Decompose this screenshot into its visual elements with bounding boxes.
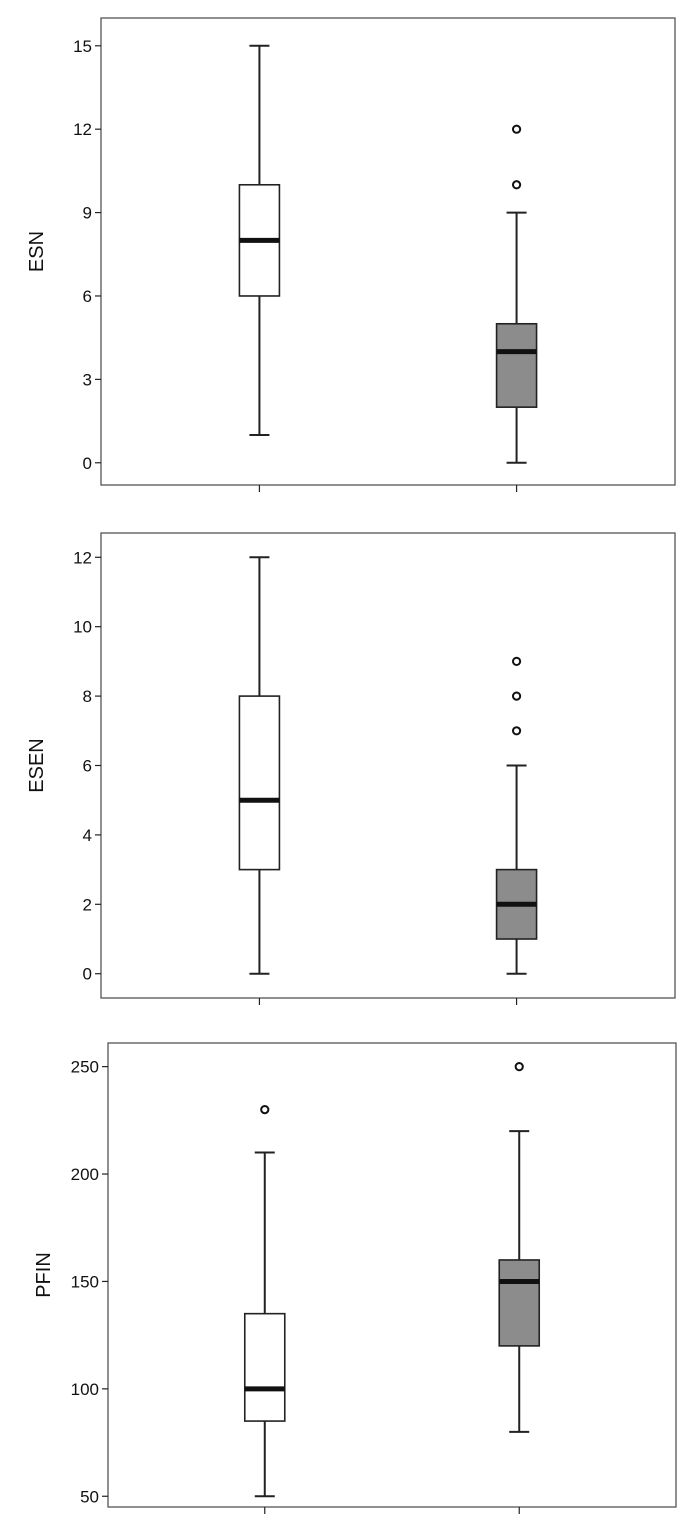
y-tick-label: 4: [83, 826, 92, 845]
plot-frame: [100, 17, 676, 486]
outlier-point: [511, 691, 522, 701]
plot-frame: [100, 532, 676, 999]
outlier-point: [511, 726, 522, 736]
chart-panel-esen: 0 2 4 6 8 10 12 ESEN: [26, 532, 676, 1005]
chart-panel-pfin: 50 100 150 200 250 PFIN: [33, 1042, 677, 1514]
iqr-box: [238, 695, 281, 871]
y-tick-label: 9: [83, 204, 92, 223]
box-group-2: [498, 1062, 541, 1514]
y-tick-label: 3: [83, 370, 92, 389]
y-tick-label: 0: [83, 965, 92, 984]
iqr-box: [243, 1312, 286, 1422]
y-tick-label: 15: [73, 37, 92, 56]
y-tick-label: 12: [73, 120, 92, 139]
outlier-point: [511, 124, 522, 134]
box-group-2: [495, 124, 538, 492]
outlier-point: [514, 1062, 524, 1072]
box-group-1: [238, 556, 281, 1005]
box-group-1: [238, 44, 281, 492]
y-tick-label: 10: [73, 618, 92, 637]
y-tick-label: 100: [71, 1380, 99, 1399]
chart-panel-esn: 0 3 6 9 12 15 ESN: [26, 17, 676, 492]
y-tick-label: 12: [73, 548, 92, 567]
y-tick-label: 50: [80, 1487, 99, 1506]
y-axis-title: ESEN: [26, 738, 48, 792]
y-tick-label: 250: [71, 1058, 99, 1077]
box-group-2: [495, 656, 538, 1005]
y-tick-label: 6: [83, 287, 92, 306]
y-tick-label: 150: [71, 1272, 99, 1291]
outlier-point: [511, 180, 522, 190]
outlier-point: [260, 1104, 270, 1115]
box-group-1: [243, 1104, 286, 1514]
outlier-point: [511, 656, 522, 666]
plot-frame: [107, 1042, 677, 1508]
iqr-box: [495, 322, 538, 408]
y-tick-label: 200: [71, 1165, 99, 1184]
y-tick-label: 0: [83, 454, 92, 473]
y-tick-label: 2: [83, 895, 92, 914]
y-tick-label: 6: [83, 757, 92, 776]
y-axis-title: PFIN: [33, 1252, 55, 1298]
iqr-box: [498, 1259, 541, 1347]
y-tick-label: 8: [83, 687, 92, 706]
y-axis-title: ESN: [26, 231, 48, 272]
